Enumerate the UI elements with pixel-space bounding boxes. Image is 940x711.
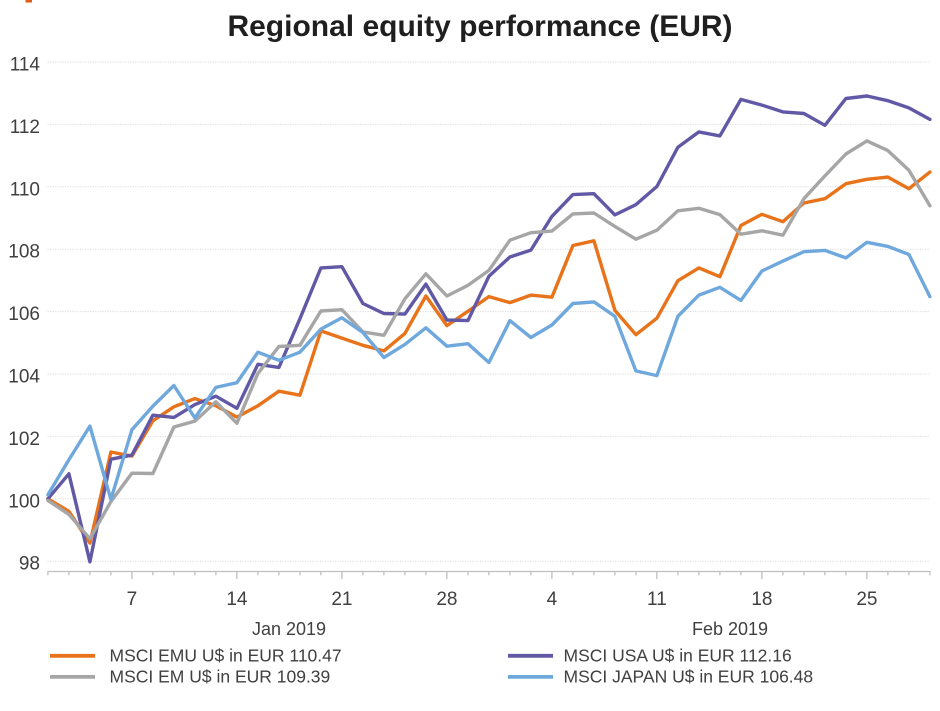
svg-text:100: 100	[8, 491, 40, 512]
svg-text:102: 102	[8, 429, 40, 450]
svg-text:25: 25	[856, 589, 877, 610]
svg-text:28: 28	[436, 589, 457, 610]
svg-text:110: 110	[10, 179, 40, 200]
svg-text:18: 18	[751, 589, 772, 610]
svg-text:MSCI EM U$ in EUR 109.39: MSCI EM U$ in EUR 109.39	[110, 666, 331, 686]
svg-text:7: 7	[127, 589, 138, 610]
svg-text:MSCI EMU U$ in EUR 110.47: MSCI EMU U$ in EUR 110.47	[110, 645, 342, 665]
svg-text:106: 106	[8, 304, 40, 325]
svg-text:Jan 2019: Jan 2019	[252, 619, 326, 639]
svg-text:MSCI USA U$ in EUR 112.16: MSCI USA U$ in EUR 112.16	[564, 645, 792, 665]
svg-text:98: 98	[19, 554, 40, 575]
svg-text:114: 114	[10, 55, 41, 76]
svg-text:4: 4	[547, 589, 558, 610]
svg-text:112: 112	[10, 117, 40, 138]
svg-text:MSCI JAPAN U$ in EUR 106.48: MSCI JAPAN U$ in EUR 106.48	[564, 666, 814, 686]
svg-text:11: 11	[647, 589, 667, 610]
svg-text:104: 104	[8, 367, 40, 388]
svg-text:108: 108	[8, 242, 40, 263]
svg-text:21: 21	[331, 589, 352, 610]
svg-text:Feb 2019: Feb 2019	[692, 619, 768, 639]
svg-text:14: 14	[226, 589, 248, 610]
svg-text:Regional equity performance (E: Regional equity performance (EUR)	[227, 10, 732, 43]
